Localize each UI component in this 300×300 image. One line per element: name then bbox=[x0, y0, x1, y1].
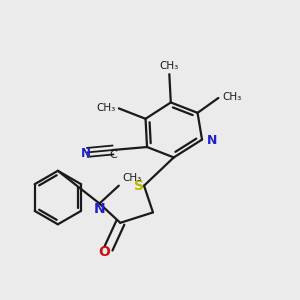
Text: N: N bbox=[81, 147, 91, 161]
Text: N: N bbox=[94, 202, 105, 216]
Text: CH₃: CH₃ bbox=[160, 61, 179, 70]
Text: C: C bbox=[110, 150, 117, 160]
Text: O: O bbox=[98, 245, 110, 259]
Text: S: S bbox=[134, 179, 144, 193]
Text: CH₃: CH₃ bbox=[122, 173, 142, 183]
Text: CH₃: CH₃ bbox=[96, 103, 115, 113]
Text: CH₃: CH₃ bbox=[222, 92, 241, 101]
Text: N: N bbox=[207, 134, 218, 147]
